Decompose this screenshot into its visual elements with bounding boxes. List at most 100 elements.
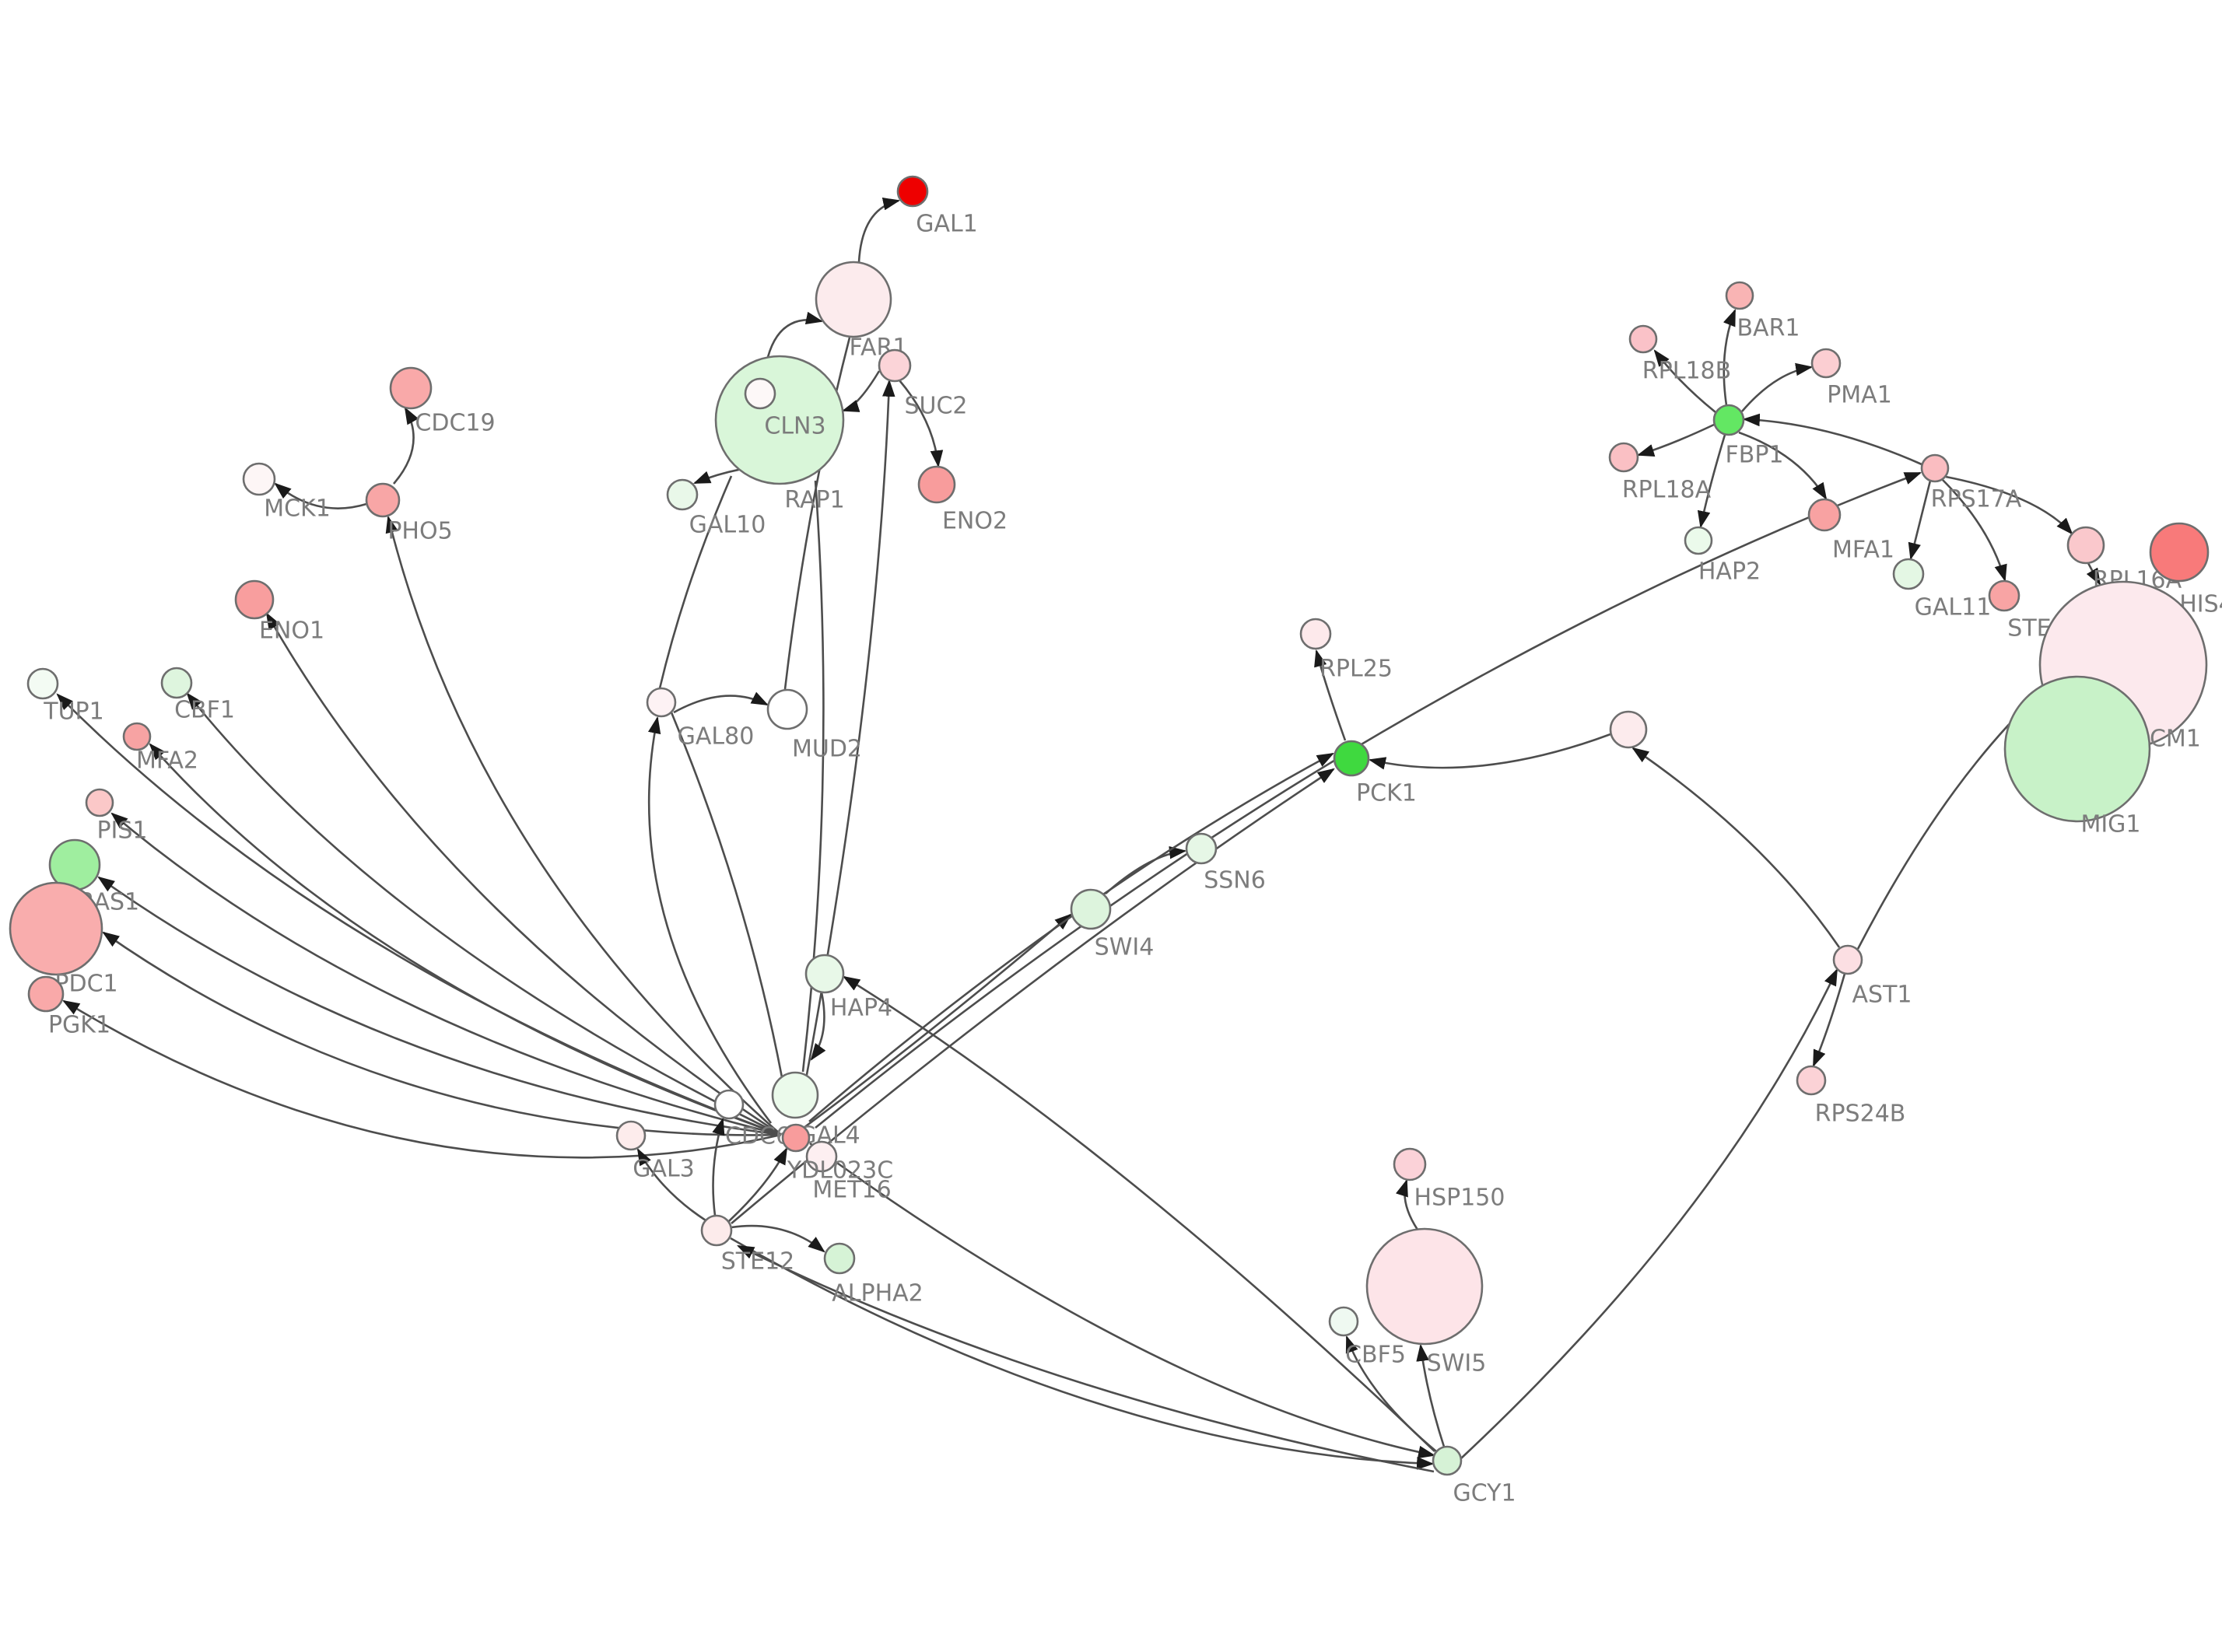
- edge-STE12-GCY1[interactable]: [730, 1237, 1435, 1470]
- node-PMA1[interactable]: [1810, 348, 1842, 379]
- edge-GAL80-MUD2[interactable]: [673, 691, 769, 714]
- edge-AST1-RPS24B[interactable]: [1812, 973, 1846, 1068]
- node-unlabeled-1[interactable]: [744, 377, 776, 410]
- edge-GAL4-ENO1[interactable]: [265, 612, 782, 1136]
- edge-GAL4-PIS1[interactable]: [110, 812, 782, 1136]
- edge-STE12-CDC6[interactable]: [712, 1117, 725, 1216]
- edge-GAL4-RPS17A[interactable]: [815, 471, 1922, 1129]
- edge-GCY1-SWI5[interactable]: [1416, 1343, 1446, 1447]
- node-STE2[interactable]: [1988, 579, 2020, 612]
- edge-RPS17A-STE2[interactable]: [1941, 478, 2007, 583]
- edge-STE12-GAL3[interactable]: [636, 1148, 706, 1222]
- edge-FBP1-BAR1[interactable]: [1723, 308, 1737, 406]
- node-SUC2[interactable]: [878, 348, 912, 383]
- node-ENO2[interactable]: [917, 465, 956, 504]
- node-HAP4[interactable]: [804, 954, 845, 994]
- node-STE12[interactable]: [700, 1214, 733, 1247]
- edge-GAL4-TUP1[interactable]: [56, 693, 782, 1136]
- edge-RPS17A-GAL11[interactable]: [1908, 480, 1932, 561]
- node-RPL18B[interactable]: [1628, 324, 1658, 354]
- edge-GAL4-PGK1[interactable]: [62, 999, 782, 1159]
- node-RPS17A[interactable]: [1920, 453, 1950, 483]
- node-MUD2[interactable]: [766, 688, 808, 730]
- edge-unlabeled-2-PCK1[interactable]: [1368, 733, 1611, 770]
- node-FAR1[interactable]: [815, 261, 892, 338]
- node-MCK1[interactable]: [242, 462, 276, 496]
- edge-GAL4-MFA2[interactable]: [149, 743, 782, 1136]
- edge-PCK1-RPL25[interactable]: [1314, 649, 1347, 741]
- edge-PHO5-CDC19[interactable]: [393, 407, 419, 485]
- edge-SWI5-HSP150[interactable]: [1396, 1178, 1419, 1230]
- edge-RPS17A-FBP1[interactable]: [1742, 413, 1922, 466]
- node-BAR1[interactable]: [1725, 281, 1754, 310]
- node-GAL3[interactable]: [615, 1120, 647, 1151]
- edge-FBP1-RPL18A[interactable]: [1636, 423, 1715, 457]
- edge-GAL80-CLN3[interactable]: [658, 475, 733, 689]
- node-CBF1[interactable]: [160, 667, 193, 699]
- node-CBF5[interactable]: [1328, 1306, 1359, 1337]
- node-GCY1[interactable]: [1432, 1445, 1463, 1476]
- node-PGK1[interactable]: [27, 975, 65, 1013]
- edge-FAR1-GAL1[interactable]: [857, 198, 901, 263]
- node-CDC19[interactable]: [389, 366, 433, 410]
- edge-GCY1-AST1[interactable]: [1460, 968, 1838, 1459]
- node-RPL16A[interactable]: [2066, 526, 2105, 565]
- edge-SUC2-CLN3[interactable]: [841, 370, 881, 412]
- edge-GAL4-CBF1[interactable]: [186, 692, 782, 1136]
- node-unlabeled-2[interactable]: [1609, 710, 1648, 749]
- node-GAL10[interactable]: [666, 478, 699, 511]
- edge-GAL4-GCY1[interactable]: [809, 1142, 1436, 1459]
- edge-AST1-unlabeled-2[interactable]: [1631, 747, 1841, 948]
- node-GAL80[interactable]: [646, 687, 677, 718]
- edge-STE12-ALPHA2[interactable]: [731, 1224, 825, 1253]
- edge-FBP1-MFA1[interactable]: [1738, 431, 1828, 500]
- edge-RPL16A-MCM1[interactable]: [2086, 562, 2101, 586]
- edge-GAL4-PCK1[interactable]: [808, 752, 1334, 1122]
- edge-SWI4-SSN6[interactable]: [1105, 845, 1187, 894]
- node-HSP150[interactable]: [1393, 1147, 1427, 1181]
- node-RPS24B[interactable]: [1796, 1065, 1827, 1096]
- node-PHO5[interactable]: [365, 482, 401, 518]
- edge-GAL4-GAL80[interactable]: [647, 716, 773, 1124]
- edge-RPS17A-RPL16A[interactable]: [1945, 475, 2073, 535]
- node-HAP2[interactable]: [1684, 526, 1713, 555]
- node-TUP1[interactable]: [26, 667, 59, 700]
- node-ENO1[interactable]: [234, 579, 275, 620]
- node-FBP1[interactable]: [1712, 404, 1745, 436]
- node-MFA2[interactable]: [122, 722, 152, 751]
- node-GAL1[interactable]: [896, 175, 929, 208]
- node-RPL25[interactable]: [1299, 618, 1332, 650]
- node-MFA1[interactable]: [1807, 498, 1842, 532]
- node-RPL18A[interactable]: [1608, 442, 1639, 473]
- node-MIG1[interactable]: [2003, 675, 2151, 823]
- node-PDC1[interactable]: [9, 881, 103, 976]
- node-AST1[interactable]: [1832, 944, 1863, 975]
- node-SWI5[interactable]: [1365, 1227, 1484, 1346]
- node-SWI4[interactable]: [1070, 888, 1112, 930]
- node-PIS1[interactable]: [85, 788, 114, 817]
- edge-FBP1-PMA1[interactable]: [1741, 362, 1814, 412]
- edge-STE12-YDL023C[interactable]: [728, 1147, 788, 1222]
- node-PCK1[interactable]: [1333, 740, 1370, 777]
- edge-SUC2-ENO2[interactable]: [899, 380, 944, 468]
- node-MET16[interactable]: [805, 1140, 838, 1173]
- edge-FBP1-RPL18B[interactable]: [1653, 349, 1716, 414]
- node-YDL023C[interactable]: [781, 1123, 811, 1153]
- node-GAL4[interactable]: [771, 1071, 819, 1119]
- edge-GCY1-HAP4[interactable]: [843, 975, 1435, 1452]
- node-SSN6[interactable]: [1185, 832, 1218, 865]
- edge-GAL4-PDC1[interactable]: [102, 931, 782, 1136]
- edge-GAL80-GAL4[interactable]: [670, 712, 783, 1078]
- edge-GCY1-STE12[interactable]: [737, 1244, 1435, 1473]
- edge-GAL4-SWI4[interactable]: [803, 913, 1072, 1129]
- node-GAL11[interactable]: [1892, 558, 1925, 590]
- edge-CLN3-FAR1[interactable]: [766, 311, 824, 358]
- node-ALPHA2[interactable]: [823, 1242, 856, 1275]
- edge-FBP1-HAP2[interactable]: [1697, 434, 1726, 529]
- edge-PHO5-MCK1[interactable]: [274, 482, 367, 509]
- node-HIS4[interactable]: [2149, 522, 2210, 583]
- edge-GAL4-RAS1[interactable]: [97, 876, 782, 1136]
- node-CDC6[interactable]: [713, 1089, 745, 1120]
- edge-GAL4-PHO5[interactable]: [385, 515, 782, 1136]
- edge-HAP4-GAL4[interactable]: [810, 992, 826, 1061]
